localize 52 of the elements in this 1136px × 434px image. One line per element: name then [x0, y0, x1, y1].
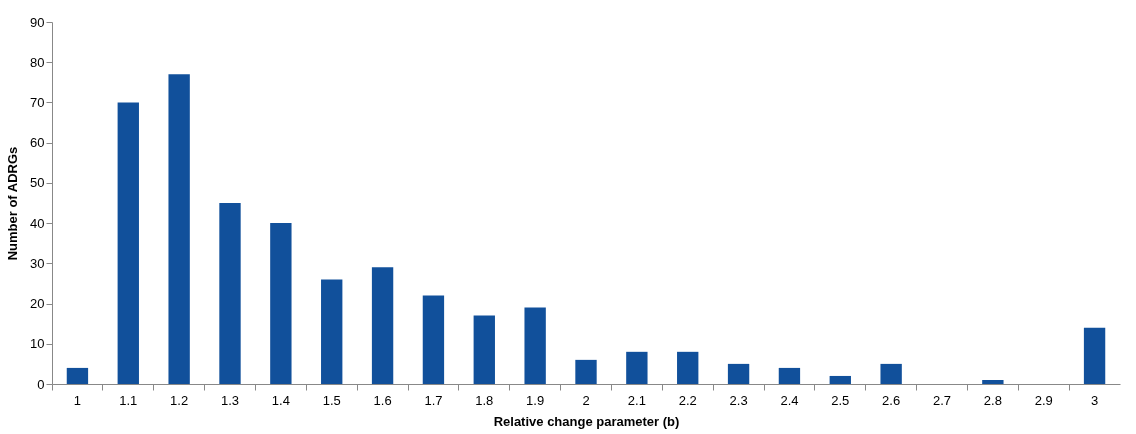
y-tick-label: 0	[37, 376, 45, 392]
y-tick-label: 40	[30, 215, 45, 231]
y-axis-title: Number of ADRGs	[5, 146, 21, 261]
bar	[727, 363, 750, 384]
bar	[66, 367, 89, 384]
bar	[168, 74, 190, 384]
x-tick-label: 1.3	[220, 392, 240, 408]
x-tick-label: 2.6	[882, 392, 901, 408]
x-tick-label: 2.3	[729, 392, 748, 408]
x-tick-label: 1.5	[322, 392, 341, 408]
bar	[575, 359, 597, 384]
y-tick-label: 30	[30, 255, 45, 271]
x-tick-label: 1.1	[119, 392, 138, 408]
bar	[524, 307, 546, 384]
x-tick-label: 2.5	[831, 392, 850, 408]
x-tick-label: 2.4	[780, 392, 799, 408]
x-tick-label: 1.4	[271, 392, 290, 408]
x-tick-label: 2	[582, 392, 590, 408]
bar	[829, 375, 851, 384]
x-tick-label: 2.2	[678, 392, 697, 408]
x-tick-label: 2.8	[983, 392, 1002, 408]
bar	[219, 203, 241, 384]
x-tick-label: 2.9	[1034, 392, 1053, 408]
x-tick-label: 1.9	[526, 392, 545, 408]
bar	[1083, 327, 1106, 384]
x-tick-label: 2.7	[932, 392, 952, 408]
x-tick-label: 1	[73, 392, 82, 408]
x-tick-label: 1.2	[170, 392, 189, 408]
y-tick-label: 90	[30, 14, 45, 30]
bar	[473, 315, 495, 384]
bar	[677, 351, 699, 384]
bar	[321, 279, 343, 384]
bar	[626, 351, 648, 384]
y-tick-label: 20	[30, 296, 45, 312]
x-tick-label: 3	[1090, 392, 1099, 408]
y-tick-label: 80	[30, 54, 45, 70]
y-tick-label: 10	[30, 336, 45, 352]
x-tick-label: 1.7	[424, 392, 443, 408]
x-tick-label: 2.1	[627, 392, 646, 408]
bar	[422, 295, 445, 384]
bar	[982, 379, 1004, 384]
bar	[371, 267, 394, 384]
x-axis-title: Relative change parameter (b)	[493, 413, 680, 429]
y-tick-label: 70	[30, 94, 45, 110]
y-tick-label: 60	[30, 135, 45, 151]
bar	[270, 223, 292, 384]
bar	[117, 102, 139, 384]
x-tick-label: 1.6	[373, 392, 392, 408]
bar	[880, 363, 902, 384]
y-tick-label: 50	[30, 175, 45, 191]
x-tick-label: 1.8	[475, 392, 494, 408]
bar	[778, 367, 801, 384]
